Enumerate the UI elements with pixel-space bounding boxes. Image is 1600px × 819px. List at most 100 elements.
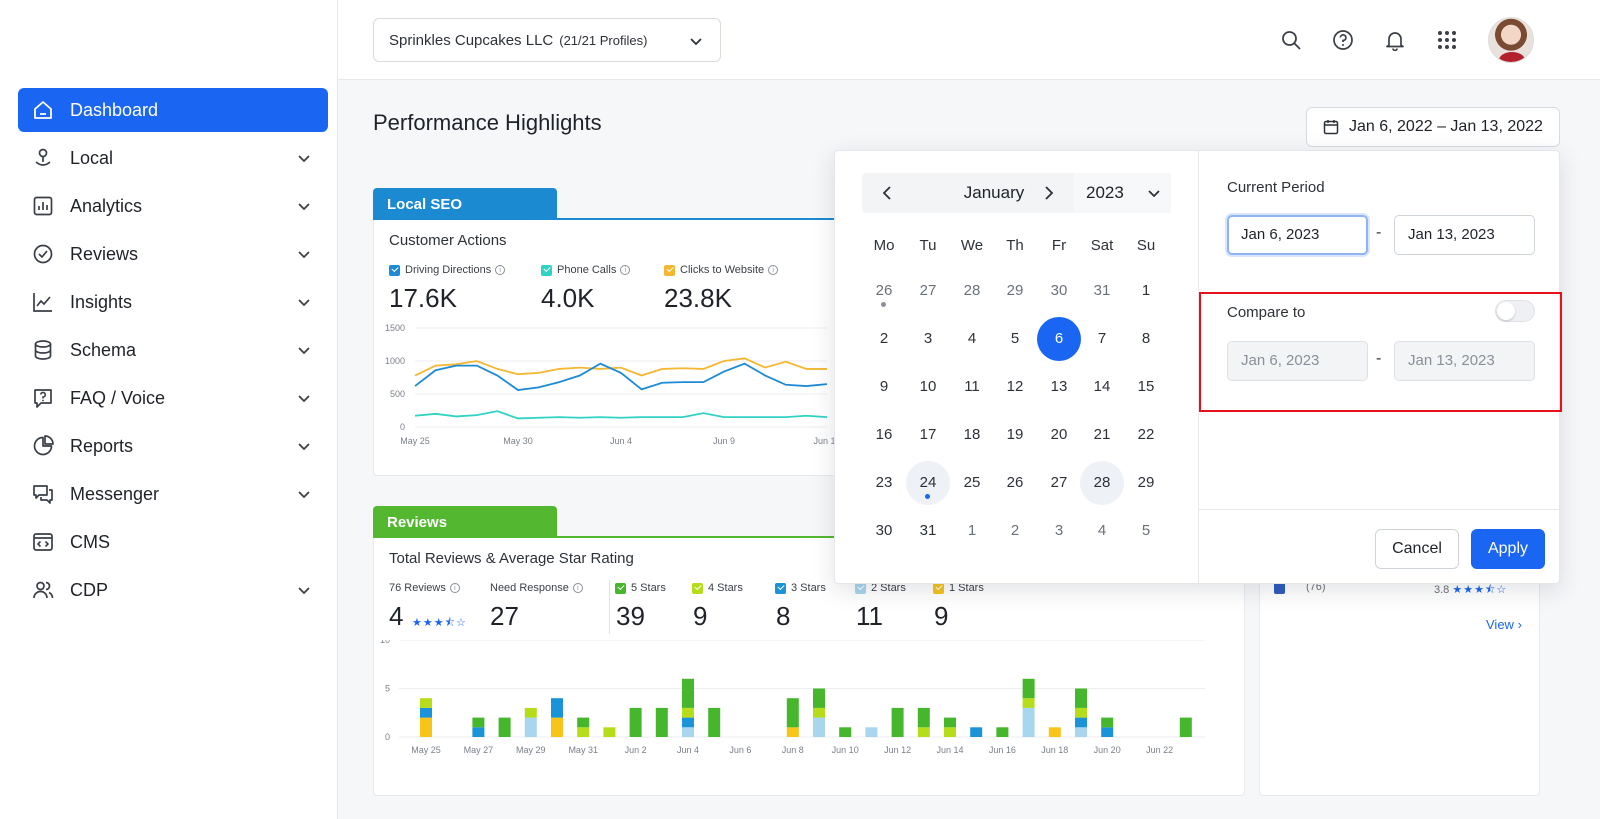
current-start-input[interactable]: Jan 6, 2023 (1227, 215, 1368, 255)
x-tick-label: Jun 22 (1146, 745, 1173, 755)
calendar-day[interactable]: 15 (1124, 365, 1168, 409)
calendar-day-number: 30 (875, 522, 893, 539)
calendar-day[interactable]: 1 (1124, 269, 1168, 313)
sidebar-item-faq-voice[interactable]: FAQ / Voice (18, 376, 328, 420)
chevron-left-icon[interactable] (879, 184, 897, 202)
compare-toggle[interactable] (1495, 300, 1535, 322)
reviews-tab[interactable]: Reviews (373, 506, 557, 538)
help-icon[interactable] (1332, 29, 1354, 51)
weekday-label: Th (1006, 237, 1024, 254)
calendar-day[interactable]: 1 (950, 509, 994, 553)
legend-4-stars[interactable]: 4 Stars (692, 582, 743, 594)
year-selector[interactable]: 2023 (1074, 173, 1171, 213)
chevron-down-icon[interactable] (296, 246, 312, 262)
legend-clicks-to-website[interactable]: Clicks to Website i (664, 264, 779, 276)
legend-driving-directions[interactable]: Driving Directions i (389, 264, 506, 276)
legend-3-stars[interactable]: 3 Stars (775, 582, 826, 594)
calendar-day[interactable]: 5 (1124, 509, 1168, 553)
calendar-day[interactable]: 12 (993, 365, 1037, 409)
bell-icon[interactable] (1384, 29, 1406, 51)
sidebar-item-reports[interactable]: Reports (18, 424, 328, 468)
chevron-down-icon[interactable] (296, 198, 312, 214)
calendar-day[interactable]: 17 (906, 413, 950, 457)
calendar-day[interactable]: 16 (862, 413, 906, 457)
sidebar-item-local[interactable]: Local (18, 136, 328, 180)
bar-segment-3-stars (682, 717, 694, 728)
apps-grid-icon[interactable] (1436, 29, 1458, 51)
calendar-day[interactable]: 19 (993, 413, 1037, 457)
compare-start-input[interactable]: Jan 6, 2023 (1227, 341, 1368, 381)
calendar-day[interactable]: 11 (950, 365, 994, 409)
sidebar-item-schema[interactable]: Schema (18, 328, 328, 372)
calendar-day[interactable]: 10 (906, 365, 950, 409)
user-avatar[interactable] (1488, 17, 1534, 63)
chevron-down-icon[interactable] (296, 582, 312, 598)
calendar-day[interactable]: 22 (1124, 413, 1168, 457)
calendar-day[interactable]: 23 (862, 461, 906, 505)
apply-button[interactable]: Apply (1471, 529, 1545, 569)
calendar-day[interactable]: 29 (993, 269, 1037, 313)
calendar-day[interactable]: 29 (1124, 461, 1168, 505)
sidebar-item-reviews[interactable]: Reviews (18, 232, 328, 276)
calendar-day[interactable]: 3 (1037, 509, 1081, 553)
calendar-day[interactable]: 26 (993, 461, 1037, 505)
calendar-day[interactable]: 28 (1080, 461, 1124, 505)
legend-5-stars[interactable]: 5 Stars (615, 582, 666, 594)
calendar-day[interactable]: 3 (906, 317, 950, 361)
calendar-day-number: 5 (1141, 522, 1151, 539)
sidebar-item-dashboard[interactable]: Dashboard (18, 88, 328, 132)
calendar-day[interactable]: 20 (1037, 413, 1081, 457)
current-end-input[interactable]: Jan 13, 2023 (1394, 215, 1535, 255)
calendar-day[interactable]: 21 (1080, 413, 1124, 457)
calendar-day-number: 31 (919, 522, 937, 539)
chevron-down-icon[interactable] (296, 390, 312, 406)
calendar-day[interactable]: 2 (993, 509, 1037, 553)
calendar-day[interactable]: 27 (906, 269, 950, 313)
sidebar-item-cms[interactable]: CMS (18, 520, 328, 564)
calendar-day[interactable]: 31 (1080, 269, 1124, 313)
view-link[interactable]: View › (1486, 617, 1522, 632)
calendar-day[interactable]: 2 (862, 317, 906, 361)
calendar-day-number: 10 (919, 378, 937, 395)
calendar-day[interactable]: 6 (1037, 317, 1081, 361)
calendar-day[interactable]: 18 (950, 413, 994, 457)
star-count-value: 8 (776, 601, 791, 631)
calendar-day[interactable]: 4 (950, 317, 994, 361)
chevron-down-icon[interactable] (296, 294, 312, 310)
local-seo-tab[interactable]: Local SEO (373, 188, 557, 220)
profile-selector[interactable]: Sprinkles Cupcakes LLC (21/21 Profiles) (373, 18, 721, 62)
calendar-day[interactable]: 28 (950, 269, 994, 313)
date-range-button[interactable]: Jan 6, 2022 – Jan 13, 2022 (1306, 107, 1560, 147)
calendar-day[interactable]: 26 (862, 269, 906, 313)
calendar-day[interactable]: 4 (1080, 509, 1124, 553)
weekday-label: Fr (1051, 237, 1067, 254)
calendar-day[interactable]: 30 (1037, 269, 1081, 313)
chevron-down-icon[interactable] (296, 342, 312, 358)
calendar-day[interactable]: 24 (906, 461, 950, 505)
compare-end-input[interactable]: Jan 13, 2023 (1394, 341, 1535, 381)
calendar-day[interactable]: 30 (862, 509, 906, 553)
calendar-day[interactable]: 7 (1080, 317, 1124, 361)
calendar-day[interactable]: 9 (862, 365, 906, 409)
sidebar-item-messenger[interactable]: Messenger (18, 472, 328, 516)
sidebar-item-analytics[interactable]: Analytics (18, 184, 328, 228)
chevron-down-icon[interactable] (296, 438, 312, 454)
legend-1-stars[interactable]: 1 Stars (933, 582, 984, 594)
sidebar-item-insights[interactable]: Insights (18, 280, 328, 324)
chevron-down-icon[interactable] (296, 150, 312, 166)
search-icon[interactable] (1280, 29, 1302, 51)
calendar-day[interactable]: 8 (1124, 317, 1168, 361)
sidebar-item-cdp[interactable]: CDP (18, 568, 328, 612)
cancel-button[interactable]: Cancel (1375, 529, 1459, 569)
calendar-day[interactable]: 13 (1037, 365, 1081, 409)
calendar-day[interactable]: 25 (950, 461, 994, 505)
calendar-day[interactable]: 31 (906, 509, 950, 553)
legend-2-stars[interactable]: 2 Stars (855, 582, 906, 594)
calendar-day[interactable]: 27 (1037, 461, 1081, 505)
calendar-day[interactable]: 14 (1080, 365, 1124, 409)
chevron-right-icon[interactable] (1039, 184, 1057, 202)
bar-segment-5-stars (655, 707, 668, 737)
calendar-day[interactable]: 5 (993, 317, 1037, 361)
chevron-down-icon[interactable] (296, 486, 312, 502)
legend-phone-calls[interactable]: Phone Calls i (541, 264, 631, 276)
